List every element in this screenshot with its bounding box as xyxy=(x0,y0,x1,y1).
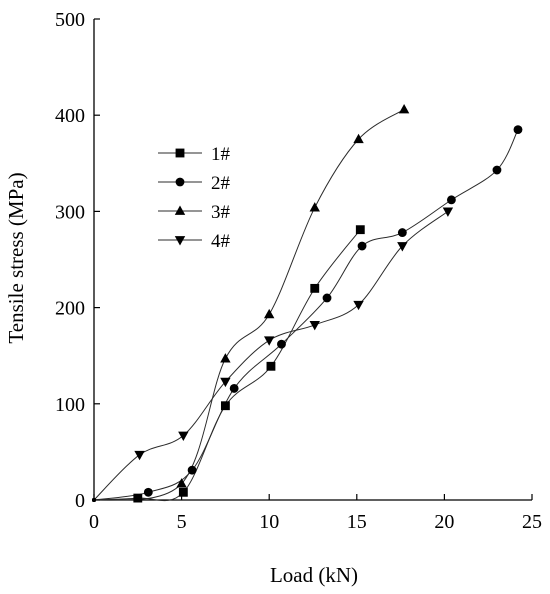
series-point-2 xyxy=(277,339,286,349)
x-tick-label: 25 xyxy=(522,511,542,533)
x-tick-label: 5 xyxy=(177,511,187,533)
series-point-4 xyxy=(442,207,454,217)
legend-label: 1# xyxy=(211,144,231,165)
series-point-4 xyxy=(178,431,189,442)
y-tick-label: 400 xyxy=(55,105,85,127)
series-point-4 xyxy=(309,321,320,331)
x-tick-label: 0 xyxy=(89,511,99,533)
series-point-1 xyxy=(310,283,320,293)
series-point-2 xyxy=(446,195,456,205)
y-tick-label: 500 xyxy=(55,9,85,31)
series-point-3 xyxy=(264,308,275,319)
series-point-2 xyxy=(143,487,153,497)
legend-marker xyxy=(175,177,185,187)
legend-marker xyxy=(175,148,185,158)
series-point-3 xyxy=(176,478,187,488)
y-axis-label: Tensile stress (MPa) xyxy=(4,172,28,343)
series-markers xyxy=(92,103,523,503)
series-point-4 xyxy=(220,377,231,388)
series-point-4 xyxy=(353,300,364,311)
y-tick-label: 300 xyxy=(55,201,85,223)
y-tick-label: 100 xyxy=(55,394,85,416)
y-tick-label: 200 xyxy=(55,298,85,320)
series-point-3 xyxy=(220,353,231,363)
series-point-2 xyxy=(322,293,332,303)
legend-label: 4# xyxy=(211,231,231,252)
axes: 0 5 10 15 20 25 0 100 200 300 400 500 xyxy=(55,9,542,533)
series-point-1 xyxy=(178,487,188,497)
y-tick-label: 0 xyxy=(75,490,85,512)
x-tick-label: 10 xyxy=(259,511,279,533)
series-point-2 xyxy=(513,125,523,135)
x-axis-label: Load (kN) xyxy=(270,563,358,587)
series-point-1 xyxy=(220,401,230,411)
series-point-4 xyxy=(264,336,275,346)
series-point-4 xyxy=(397,242,408,252)
legend-marker xyxy=(174,236,186,246)
legend-marker xyxy=(174,205,186,215)
series-line-2 xyxy=(93,129,519,501)
legend-label: 2# xyxy=(211,173,231,194)
series-point-2 xyxy=(187,465,197,475)
series-line-1 xyxy=(93,229,361,502)
series-point-1 xyxy=(133,493,143,503)
x-tick-label: 15 xyxy=(347,511,367,533)
series-origin-point-4 xyxy=(92,498,96,502)
x-tick-label: 20 xyxy=(434,511,454,533)
series-point-3 xyxy=(353,133,364,144)
legend-label: 3# xyxy=(211,202,231,223)
series-point-1 xyxy=(355,225,365,235)
series-point-2 xyxy=(357,241,367,251)
series-point-2 xyxy=(492,165,502,175)
series-point-3 xyxy=(398,103,410,114)
series-line-4 xyxy=(93,211,449,501)
series-point-2 xyxy=(229,383,239,393)
series-point-2 xyxy=(397,228,407,237)
series-curves xyxy=(93,109,519,502)
series-point-1 xyxy=(266,361,276,371)
series-point-3 xyxy=(309,202,320,212)
legend: 1# 2# 3# 4# xyxy=(158,144,231,252)
series-point-4 xyxy=(134,450,145,461)
